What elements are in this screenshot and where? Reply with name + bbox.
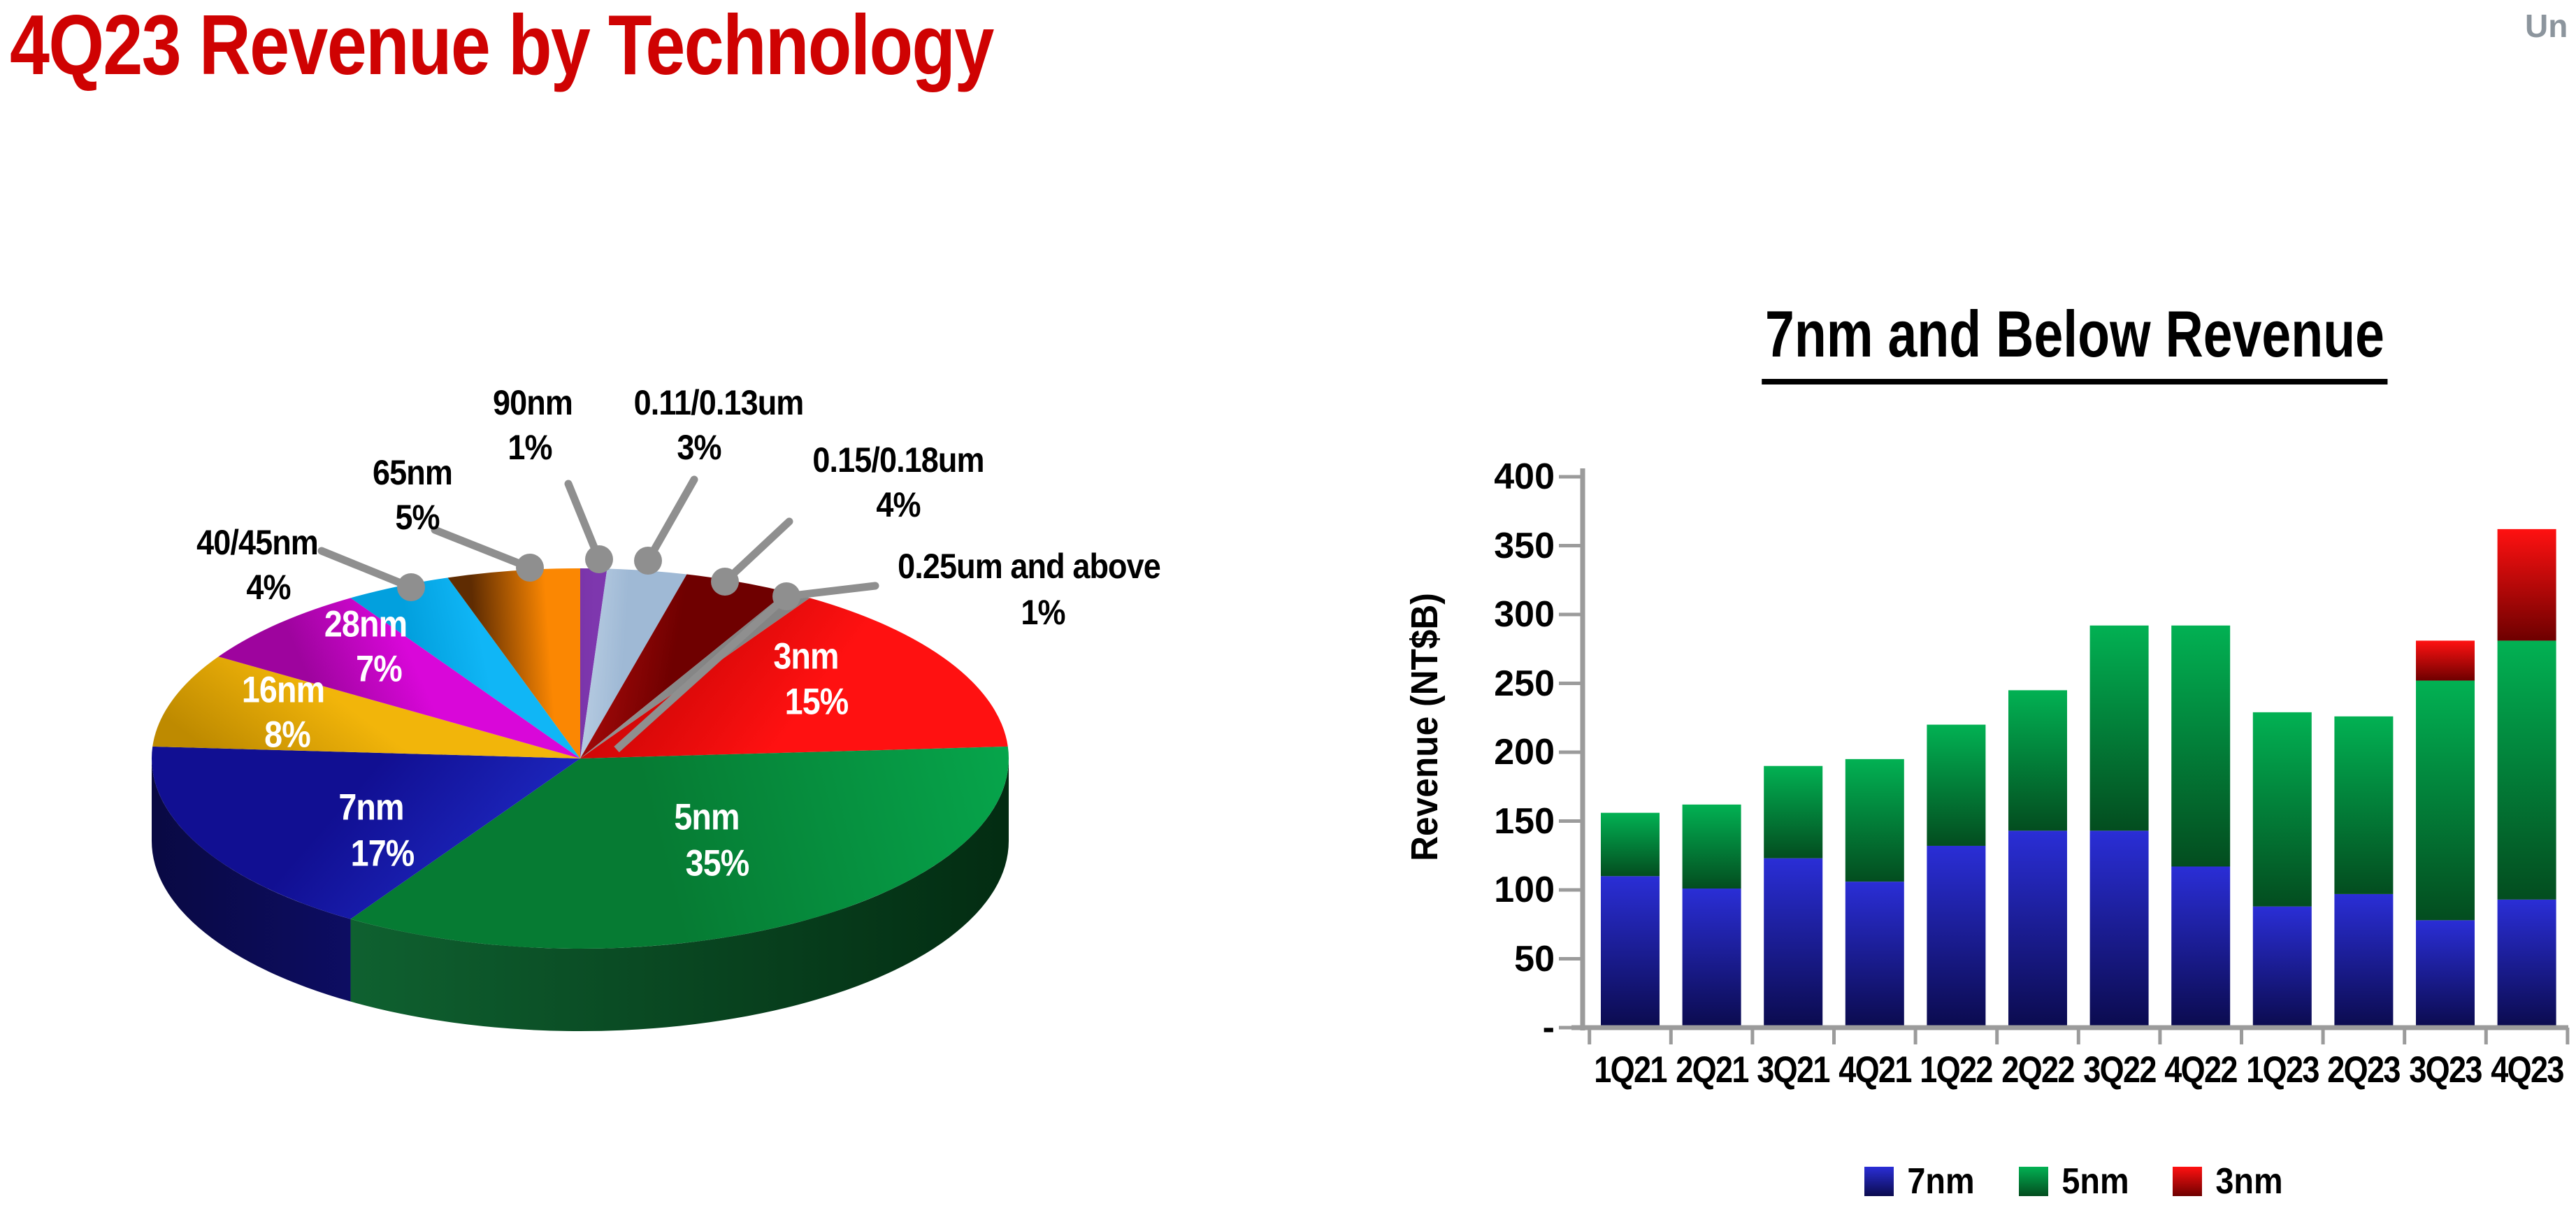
- pie-leader-dot-90nm: [585, 545, 613, 573]
- bar-4Q23-7nm: [2497, 899, 2556, 1028]
- pie-slice-90nm: [580, 568, 607, 758]
- bar-chart-title: 7nm and Below Revenue: [1762, 296, 2388, 384]
- bar-3Q23-3nm: [2416, 640, 2475, 681]
- bar-1Q21-5nm: [1601, 812, 1660, 877]
- bar-3Q22-5nm: [2089, 625, 2149, 831]
- pie-slice-0.15/0.18um: [580, 574, 787, 758]
- bar-2Q22-7nm: [2008, 830, 2067, 1028]
- pie-leader-line-0.15/0.18um: [721, 517, 793, 586]
- bar-4Q22-5nm: [2171, 625, 2231, 867]
- legend-swatch-5nm: [2018, 1167, 2048, 1196]
- legend-swatch-7nm: [1864, 1167, 1894, 1196]
- bar-2Q21-7nm: [1682, 889, 1741, 1028]
- pie-slice-28nm: [218, 598, 580, 758]
- bar-1Q21-7nm: [1601, 876, 1660, 1028]
- pie-leader-line-0.11/0.13um: [644, 475, 698, 565]
- pie-leader-line-65nm: [431, 526, 534, 572]
- bar-3Q21-5nm: [1764, 765, 1823, 858]
- bar-4Q22-7nm: [2171, 866, 2231, 1028]
- pie-slice-65nm: [447, 568, 580, 758]
- bar-4Q21-5nm: [1845, 758, 1904, 882]
- pie-slice-7nm: [151, 746, 581, 919]
- pie-leader-dot-0.25um and above: [772, 582, 800, 610]
- legend: 7nm 5nm 3nm: [1583, 1160, 2568, 1202]
- y-axis-title: Revenue (NT$B): [1404, 593, 1446, 861]
- bar-3Q23-7nm: [2416, 920, 2475, 1028]
- pie-rim-7nm: [152, 758, 351, 1002]
- pie-leader-dot-0.15/0.18um: [711, 568, 739, 596]
- bar-3Q22-7nm: [2089, 830, 2149, 1028]
- pie-leader-line-0.25um and above: [782, 582, 879, 601]
- legend-item-7nm: 7nm: [1864, 1160, 1978, 1202]
- bar-1Q23-7nm: [2252, 906, 2312, 1028]
- legend-label-5nm: 5nm: [2061, 1161, 2129, 1202]
- legend-swatch-3nm: [2173, 1167, 2203, 1196]
- pie-leader-dot-65nm: [516, 554, 544, 582]
- pie-slice-5nm: [350, 746, 1009, 949]
- pie-slice-0.11/0.13um: [580, 568, 687, 758]
- pie-leader-dot-0.11/0.13um: [634, 547, 662, 575]
- pie-leader-dot-40/45nm: [397, 573, 425, 601]
- bar-3Q21-7nm: [1764, 858, 1823, 1028]
- bar-2Q21-5nm: [1682, 804, 1741, 889]
- bar-4Q23-5nm: [2497, 640, 2556, 900]
- page-title: 4Q23 Revenue by Technology: [10, 0, 994, 92]
- pie-slice-3nm: [580, 598, 1008, 758]
- bar-1Q22-5nm: [1927, 724, 1986, 846]
- pie-slice-40/45nm: [350, 577, 580, 758]
- bar-3Q23-5nm: [2416, 680, 2475, 921]
- bar-2Q23-5nm: [2334, 716, 2394, 894]
- legend-label-7nm: 7nm: [1906, 1161, 1975, 1202]
- bar-4Q23-3nm: [2497, 528, 2556, 641]
- pie-slice-16nm: [152, 656, 581, 758]
- pie-leader-line-0.25um and above-inner: [614, 593, 789, 753]
- pie-rim-5nm: [350, 758, 1009, 1031]
- bar-2Q23-7nm: [2334, 893, 2394, 1028]
- legend-label-3nm: 3nm: [2215, 1161, 2284, 1202]
- corner-watermark-text: Un: [2525, 8, 2568, 44]
- bar-1Q22-7nm: [1927, 845, 1986, 1028]
- bar-2Q22-5nm: [2008, 690, 2067, 831]
- pie-leader-line-40/45nm: [317, 547, 415, 591]
- bar-4Q21-7nm: [1845, 882, 1904, 1028]
- bar-chart-title-wrap: 7nm and Below Revenue: [1683, 296, 2466, 384]
- bar-1Q23-5nm: [2252, 712, 2312, 907]
- legend-item-5nm: 5nm: [2018, 1160, 2133, 1202]
- legend-item-3nm: 3nm: [2173, 1160, 2287, 1202]
